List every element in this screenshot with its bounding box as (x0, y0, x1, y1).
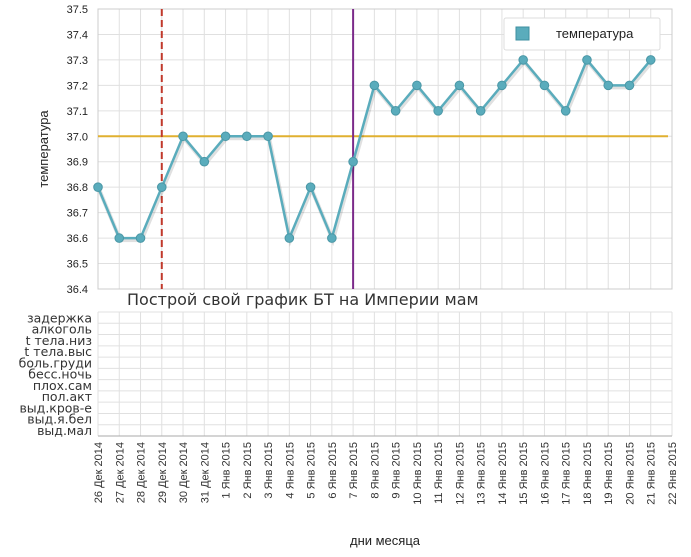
y-tick-label: 36.7 (67, 208, 88, 220)
x-tick-label: 6 Янв 2015 (327, 442, 339, 499)
data-point (114, 233, 125, 243)
data-point (178, 131, 188, 142)
data-point (582, 55, 592, 65)
data-point (327, 233, 337, 243)
data-point (242, 131, 252, 142)
x-tick-label: 1 Янв 2015 (221, 442, 233, 499)
x-tick-label: 15 Янв 2015 (518, 442, 530, 505)
x-tick-label: 8 Янв 2015 (369, 442, 381, 499)
symptom-label: задержка (27, 310, 92, 325)
y-tick-label: 37.2 (67, 80, 88, 92)
data-point (454, 80, 465, 91)
x-tick-label: 29 Дек 2014 (157, 442, 169, 503)
x-tick-label: 18 Янв 2015 (582, 442, 594, 505)
x-axis-ticks: 26 Дек 2014 27 Дек 2014 28 Дек 2014 29 Дек … (93, 442, 679, 505)
x-tick-label: 2 Янв 2015 (242, 442, 254, 499)
symptom-label: алкоголь (32, 322, 92, 337)
data-point (93, 182, 103, 192)
x-tick-label: 22 Янв 2015 (667, 442, 679, 505)
data-point (539, 80, 550, 91)
y-tick-label: 37.3 (67, 55, 88, 67)
x-tick-label: 13 Янв 2015 (476, 442, 488, 505)
x-tick-label: 14 Янв 2015 (497, 442, 509, 505)
x-tick-label: 11 Янв 2015 (433, 442, 445, 504)
data-point (263, 131, 273, 142)
x-tick-label: 31 Дек 2014 (199, 442, 211, 503)
symptom-label: t тела.низ (26, 333, 92, 348)
data-point (284, 233, 295, 243)
x-tick-label: 7 Янв 2015 (348, 442, 360, 499)
data-point (220, 131, 231, 142)
data-point (369, 80, 380, 91)
x-axis-title: дни месяца (350, 533, 421, 548)
x-tick-label: 30 Дек 2014 (178, 442, 190, 503)
data-point (156, 182, 167, 192)
x-tick-label: 21 Янв 2015 (646, 442, 658, 505)
legend-swatch (515, 26, 530, 41)
y-tick-label: 36.8 (67, 182, 88, 194)
legend-label: температура (556, 26, 634, 41)
y-axis-ticks: 36.4 36.5 36.6 36.7 36.8 36.9 37.0 37.1 37.2 37.3… (67, 4, 88, 296)
data-point (518, 55, 528, 65)
data-point (199, 156, 210, 167)
x-tick-label: 9 Янв 2015 (391, 442, 403, 499)
y-axis-title: температура (36, 110, 51, 188)
y-tick-label: 37.1 (67, 106, 88, 118)
x-tick-label: 16 Янв 2015 (539, 442, 551, 505)
data-point (135, 233, 146, 243)
symptom-label: t тела.выс (24, 344, 92, 359)
y-tick-label: 37.4 (67, 29, 88, 41)
data-point (348, 156, 358, 167)
symptom-label: боль.груди (19, 355, 92, 370)
temperature-series (93, 55, 656, 247)
y-tick-label: 36.5 (67, 259, 88, 271)
symptom-label: бесс.ночь (28, 367, 92, 382)
data-point (603, 80, 614, 91)
data-point (624, 80, 635, 91)
y-tick-label: 36.9 (67, 157, 88, 169)
symptom-label: выд.я.бел (27, 412, 92, 427)
symptom-label: пол.акт (42, 389, 92, 404)
y-tick-label: 37.5 (67, 4, 88, 16)
plot-area-frame (97, 8, 673, 290)
x-tick-label: 17 Янв 2015 (561, 442, 573, 505)
symptom-label: выд.кров-е (19, 400, 92, 415)
symptom-label: выд.мал (37, 423, 92, 438)
data-point (412, 80, 422, 91)
data-point (305, 182, 316, 192)
x-tick-label: 28 Дек 2014 (136, 442, 148, 503)
data-point (390, 106, 401, 116)
y-tick-label: 36.4 (67, 284, 88, 296)
data-point (433, 106, 443, 116)
marker-lines (160, 9, 355, 289)
x-tick-label: 3 Янв 2015 (263, 442, 275, 499)
x-tick-label: 27 Дек 2014 (114, 442, 126, 503)
data-point (645, 55, 656, 65)
data-point (475, 106, 486, 116)
data-point (497, 80, 507, 91)
y-tick-label: 37.0 (67, 131, 88, 143)
legend-box (503, 17, 661, 51)
x-tick-label: 20 Янв 2015 (624, 442, 636, 505)
x-tick-label: 12 Янв 2015 (454, 442, 466, 505)
symptom-label: плох.сам (33, 378, 92, 393)
symptom-grid (97, 311, 673, 437)
chart-overlay-text: Построй свой график БТ на Империи мам (127, 290, 479, 309)
x-tick-label: 5 Янв 2015 (306, 442, 318, 499)
x-tick-label: 4 Янв 2015 (284, 442, 296, 499)
data-point (560, 106, 571, 116)
temperature-grid (97, 8, 673, 290)
x-tick-label: 10 Янв 2015 (412, 442, 424, 505)
x-tick-label: 19 Янв 2015 (603, 442, 615, 505)
x-tick-label: 26 Дек 2014 (93, 442, 105, 503)
legend: температура (503, 17, 661, 51)
y-tick-label: 36.6 (67, 233, 88, 245)
